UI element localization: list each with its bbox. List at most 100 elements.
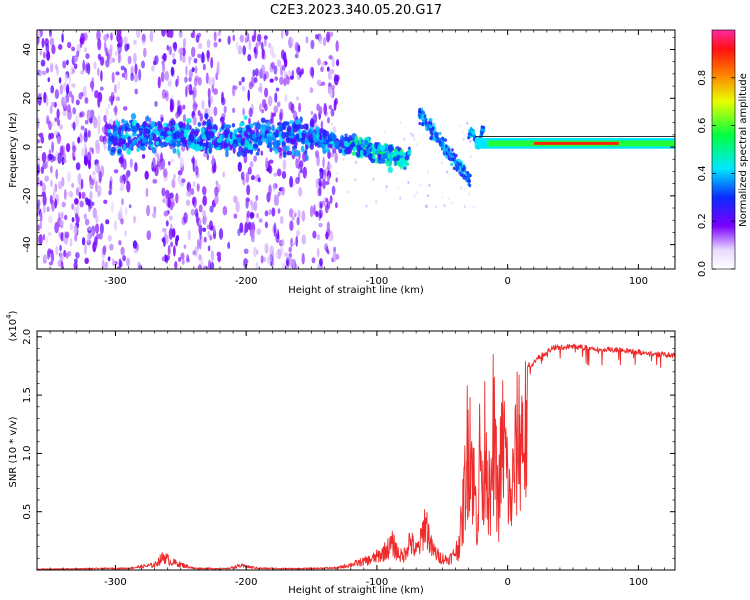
spectrogram-cell	[151, 128, 157, 134]
spectrogram-cell	[399, 196, 402, 200]
spectrogram-cell	[108, 95, 113, 103]
spectrogram-cell	[122, 143, 127, 152]
spectrogram-cell	[118, 137, 124, 145]
spectrogram-cell	[354, 160, 357, 164]
spectrogram-cell	[268, 208, 272, 216]
spectrogram-cell	[292, 145, 298, 150]
spectrogram-cell	[375, 200, 378, 204]
spectrogram-cell	[59, 84, 63, 95]
spectrogram-cell	[275, 232, 280, 244]
spectrogram-cell	[240, 138, 245, 147]
spectrogram-cell	[252, 143, 259, 149]
spectrogram-cell	[448, 151, 451, 155]
snr-y-axis: 0.5 1.0 1.5 2.0	[22, 329, 675, 559]
spectrogram-cell	[54, 89, 60, 100]
spectrogram-cell	[207, 245, 211, 252]
spectrogram-cell	[106, 52, 110, 62]
spectrogram-cell	[190, 32, 195, 38]
spectrogram-cell	[458, 170, 462, 175]
spectrogram-cell	[260, 117, 266, 123]
spectrogram-cell	[97, 95, 101, 108]
y-tick-label: -40	[22, 236, 33, 252]
spectrogram-cell	[203, 265, 208, 269]
spectrogram-cell	[309, 139, 315, 144]
spectrogram-cell	[126, 148, 132, 155]
spectrogram-cell	[71, 217, 75, 223]
spectrogram-cell	[208, 76, 212, 86]
spectrogram-cell	[113, 84, 117, 94]
spectrogram-cell	[293, 149, 300, 157]
spectrogram-cell	[207, 87, 211, 99]
spectrogram-cell	[299, 160, 304, 168]
spectrogram-cell	[447, 148, 451, 152]
spectrogram-cell	[80, 178, 84, 190]
spectrogram-cell	[316, 132, 320, 140]
spectrogram-cell	[253, 155, 257, 162]
spectrogram-cell	[187, 229, 192, 241]
spectrogram-cell	[273, 222, 277, 234]
spectrogram-cell	[43, 254, 47, 262]
spectrogram-cell	[312, 230, 317, 239]
spectrogram-cell	[63, 96, 67, 104]
spectrogram-cell	[326, 116, 331, 124]
spectrogram-cell	[267, 42, 272, 49]
spectrogram-cell	[135, 122, 140, 127]
spectrogram-cell	[429, 129, 433, 133]
spectrogram-cell	[94, 223, 100, 234]
spectrogram-cell	[185, 199, 191, 206]
spectrogram-cell	[451, 157, 455, 162]
spectrogram-cell	[73, 207, 78, 215]
spectrogram-cell	[282, 64, 286, 71]
spectrogram-cell	[328, 104, 333, 110]
spectrogram-cell	[48, 149, 52, 156]
spectrogram-cell	[124, 70, 128, 81]
spectrogram-cell	[308, 128, 313, 135]
spectrogram-cell	[320, 120, 324, 131]
spectrogram-cell	[340, 141, 345, 149]
spectrogram-cell	[264, 103, 268, 112]
spectrogram-cell	[97, 184, 102, 197]
spectrogram-cell	[473, 134, 477, 138]
spectrogram-cell	[46, 50, 51, 61]
spectrogram-cell	[76, 50, 80, 58]
spectrogram-cell	[105, 219, 110, 225]
spectrogram-cell	[78, 191, 82, 200]
spectrogram-cell	[98, 232, 103, 240]
spectrogram-cell	[253, 46, 257, 54]
spectrogram-cell	[270, 61, 275, 70]
spectrogram-cell	[210, 105, 214, 115]
spectrogram-cell	[108, 189, 112, 196]
spectrogram-cell	[235, 40, 239, 50]
spectrogram-cell	[343, 136, 349, 142]
spectrogram-cell	[89, 190, 93, 201]
spectrogram-cell	[111, 258, 115, 267]
spectrogram-cell	[294, 53, 299, 59]
spectrogram-cell	[61, 176, 65, 187]
spectrogram-cell	[109, 180, 112, 192]
spectrogram-cell	[105, 107, 109, 117]
spectrogram-cell	[301, 234, 307, 245]
spectrogram-cell	[173, 245, 176, 257]
spectrogram-cell	[305, 154, 309, 162]
spectrogram-cell	[469, 128, 473, 132]
spectrogram-cell	[297, 44, 301, 53]
spectrogram-cell	[154, 164, 159, 177]
spectrogram-cell	[185, 65, 188, 76]
spectrogram-cell	[115, 96, 121, 102]
spectrogram-cell	[463, 187, 466, 191]
spectrogram-cell	[263, 256, 267, 262]
spectrogram-cell	[221, 134, 225, 140]
spectrogram-cell	[288, 208, 294, 218]
spectrogram-cell	[310, 39, 315, 50]
spectrogram-cell	[176, 147, 180, 156]
spectrogram-cell	[87, 225, 92, 232]
spectrogram-cell	[160, 71, 165, 83]
spectrogram-cell	[37, 163, 41, 175]
spectrogram-cell	[300, 145, 305, 153]
colorbar-ticks: 0.0 0.2 0.4 0.6 0.8	[697, 70, 735, 277]
spectrogram-cell	[289, 75, 294, 80]
spectrogram-cell	[61, 156, 65, 166]
spectrogram-cell	[421, 122, 425, 126]
spectrogram-cell	[163, 210, 169, 217]
spectrogram-cell	[314, 33, 319, 40]
